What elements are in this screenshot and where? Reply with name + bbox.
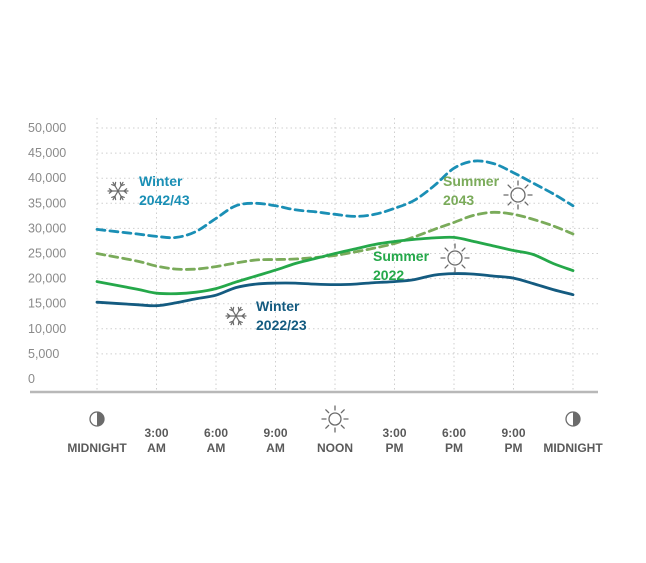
moon-icon: [565, 411, 581, 427]
y-tick-label: 5,000: [28, 347, 59, 361]
x-tick-label: AM: [147, 441, 166, 455]
snowflake-icon: [225, 306, 247, 326]
x-tick: MIDNIGHT: [543, 411, 603, 455]
x-tick-label: PM: [386, 441, 404, 455]
x-tick-label: 3:00: [144, 426, 168, 440]
snowflake-icon: [107, 181, 129, 201]
y-tick-label: 15,000: [28, 297, 66, 311]
x-tick: MIDNIGHT: [67, 411, 127, 455]
x-tick-label: PM: [505, 441, 523, 455]
x-tick-label: 3:00: [382, 426, 406, 440]
x-tick-label: AM: [266, 441, 285, 455]
series-label-summer-2022: Summer 2022: [373, 243, 470, 283]
series-label-winter-2042-43: Winter 2042/43: [107, 173, 190, 208]
series-label-text: 2022: [373, 267, 404, 283]
series-label-text: 2022/23: [256, 317, 307, 333]
x-tick-label: NOON: [317, 441, 353, 455]
series-label-text: 2043: [443, 192, 474, 208]
x-tick-label: MIDNIGHT: [543, 441, 603, 455]
series-label-winter-2022-23: Winter 2022/23: [225, 298, 307, 333]
sun-icon: [321, 405, 349, 433]
series-labels: Winter 2042/43 Summer 2043 Summer 2022 Winter 2…: [107, 173, 533, 333]
x-tick-label: 6:00: [204, 426, 228, 440]
series-line-winter-2042-43: [95, 159, 575, 240]
series-line-summer-2043: [95, 210, 575, 271]
series-line-winter-2022-23: [95, 272, 575, 308]
series-label-text: Winter: [256, 298, 300, 314]
series-label-text: Summer: [373, 248, 430, 264]
sun-icon: [503, 180, 533, 210]
series-line-summer-2022: [95, 235, 575, 296]
moon-icon: [89, 411, 105, 427]
x-tick-label: 6:00: [442, 426, 466, 440]
y-tick-label: 25,000: [28, 247, 66, 261]
x-tick-label: 9:00: [263, 426, 287, 440]
x-tick-label: 9:00: [501, 426, 525, 440]
y-tick-label: 20,000: [28, 272, 66, 286]
series-label-text: Winter: [139, 173, 183, 189]
y-tick-label: 35,000: [28, 196, 66, 210]
y-axis: 50,000 45,000 40,000 35,000 30,000 25,000 20,0…: [28, 121, 66, 386]
series-label-summer-2043: Summer 2043: [443, 173, 533, 210]
y-tick-label: 50,000: [28, 121, 66, 135]
series-lines: [95, 159, 575, 308]
y-tick-label: 10,000: [28, 322, 66, 336]
y-tick-label: 45,000: [28, 146, 66, 160]
gridlines: [96, 118, 598, 392]
y-tick-label: 0: [28, 372, 35, 386]
sun-icon: [440, 243, 470, 273]
series-label-text: Summer: [443, 173, 500, 189]
x-tick-label: PM: [445, 441, 463, 455]
y-tick-label: 40,000: [28, 171, 66, 185]
x-tick: NOON: [317, 405, 353, 455]
x-tick-label: AM: [207, 441, 226, 455]
y-tick-label: 30,000: [28, 221, 66, 235]
x-tick-label: MIDNIGHT: [67, 441, 127, 455]
series-label-text: 2042/43: [139, 192, 190, 208]
